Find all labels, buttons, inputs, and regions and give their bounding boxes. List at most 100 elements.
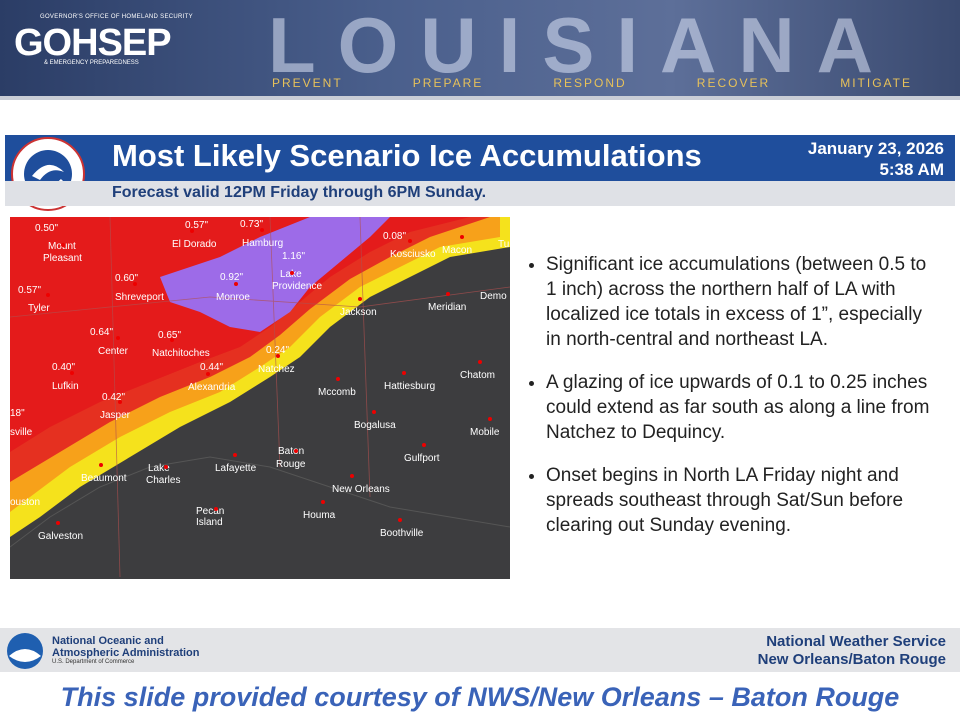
map-label: Hamburg [242,238,283,249]
map-label: 0.60" [115,273,138,284]
city-dot [61,243,65,247]
map-label: 0.42" [102,392,125,403]
city-dot [422,443,426,447]
map-label: Rouge [276,459,306,470]
map-label: Hattiesburg [384,381,435,392]
map-label: Lake [148,463,170,474]
noaa-logo [7,633,43,669]
map-label: Center [98,346,129,357]
noaa-line: Atmospheric Administration [52,647,200,659]
org-top: GOVERNOR'S OFFICE OF HOMELAND SECURITY [40,14,193,20]
city-dot [99,463,103,467]
banner [0,0,960,100]
city-dot [234,282,238,286]
city-dot [164,465,168,469]
noaa-name: National Oceanic and Atmospheric Administ… [52,635,200,659]
map-label: Lufkin [52,381,79,392]
map-label: 0.50" [35,223,58,234]
map-label: Tyler [28,303,50,314]
bullet-list: Significant ice accumulations (between 0… [520,252,930,556]
logo-text: GOHSEP [14,22,172,64]
map-label: Macon [442,245,472,256]
footer [0,628,960,672]
map-label: 0.40" [52,362,75,373]
map-label: 0.64" [90,327,113,338]
map-label: Mobile [470,427,500,438]
city-dot [321,500,325,504]
date-text: January 23, 2026 [807,139,944,158]
title: Most Likely Scenario Ice Accumulations [112,138,702,173]
motto: PREVENT [272,76,343,90]
city-dot [233,453,237,457]
ice-map: 0.50"MountPleasant0.57"Tyler0.60"Shrevep… [10,217,510,579]
map-label: 0.57" [18,285,41,296]
city-dot [46,293,50,297]
map-label: Tu [498,239,509,250]
map-label: 0.65" [158,330,181,341]
city-dot [116,336,120,340]
city-dot [446,292,450,296]
map-label: Charles [146,475,180,486]
map-label: Baton [278,446,304,457]
bullet: Significant ice accumulations (between 0… [546,252,930,352]
time-text: 5:38 AM [879,160,944,179]
map-label: Meridian [428,302,466,313]
city-dot [276,354,280,358]
map-label: Natchitoches [152,348,210,359]
map-label: Jasper [100,410,131,421]
map-label: Pleasant [43,253,82,264]
map-label: Demo [480,291,507,302]
map-label: Houma [303,510,336,521]
map-label: Island [196,517,223,528]
city-dot [214,507,218,511]
map-label: 0.73" [240,219,263,230]
courtesy: This slide provided courtesy of NWS/New … [60,682,900,712]
map-label: Galveston [38,531,83,542]
map-label: 0.57" [185,220,208,231]
motto: RESPOND [553,76,627,90]
city-dot [118,400,122,404]
map-label: Beaumont [81,473,127,484]
motto: PREPARE [412,76,484,90]
mottos: PREVENT PREPARE RESPOND RECOVER MITIGATE [272,76,912,90]
bullet: A glazing of ice upwards of 0.1 to 0.25 … [546,370,930,445]
banner-line [0,96,960,100]
city-dot [70,371,74,375]
map-label: Bogalusa [354,420,396,431]
map-label: Chatom [460,370,495,381]
city-dot [290,271,294,275]
map-label: Providence [272,281,322,292]
city-dot [402,371,406,375]
map-label: 0.24" [266,345,289,356]
map-label: 18" [10,408,25,419]
title-bar [5,135,955,181]
city-dot [133,282,137,286]
map-labels: 0.50"MountPleasant0.57"Tyler0.60"Shrevep… [10,219,509,542]
map-label: Natchez [258,364,295,375]
map-label: 1.16" [282,251,305,262]
map-label: Alexandria [188,382,236,393]
map-label: Lafayette [215,463,257,474]
map-label: 0.44" [200,362,223,373]
map-label: Kosciusko [390,249,436,260]
map-label: ouston [10,497,40,508]
city-dot [260,228,264,232]
city-dot [488,417,492,421]
map-label: Shreveport [115,292,164,303]
city-dot [350,474,354,478]
map-label: Boothville [380,528,424,539]
city-dot [56,521,60,525]
city-dot [358,297,362,301]
city-dot [336,377,340,381]
nws-line: National Weather Service [766,633,946,650]
city-dot [372,410,376,414]
city-dot [294,449,298,453]
city-dot [408,239,412,243]
city-dot [478,360,482,364]
state-name: LOUISIANA [268,1,895,89]
city-dot [460,235,464,239]
map-label: 0.08" [383,231,406,242]
noaa-dept: U.S. Department of Commerce [52,659,135,665]
map-label: Jackson [340,307,377,318]
